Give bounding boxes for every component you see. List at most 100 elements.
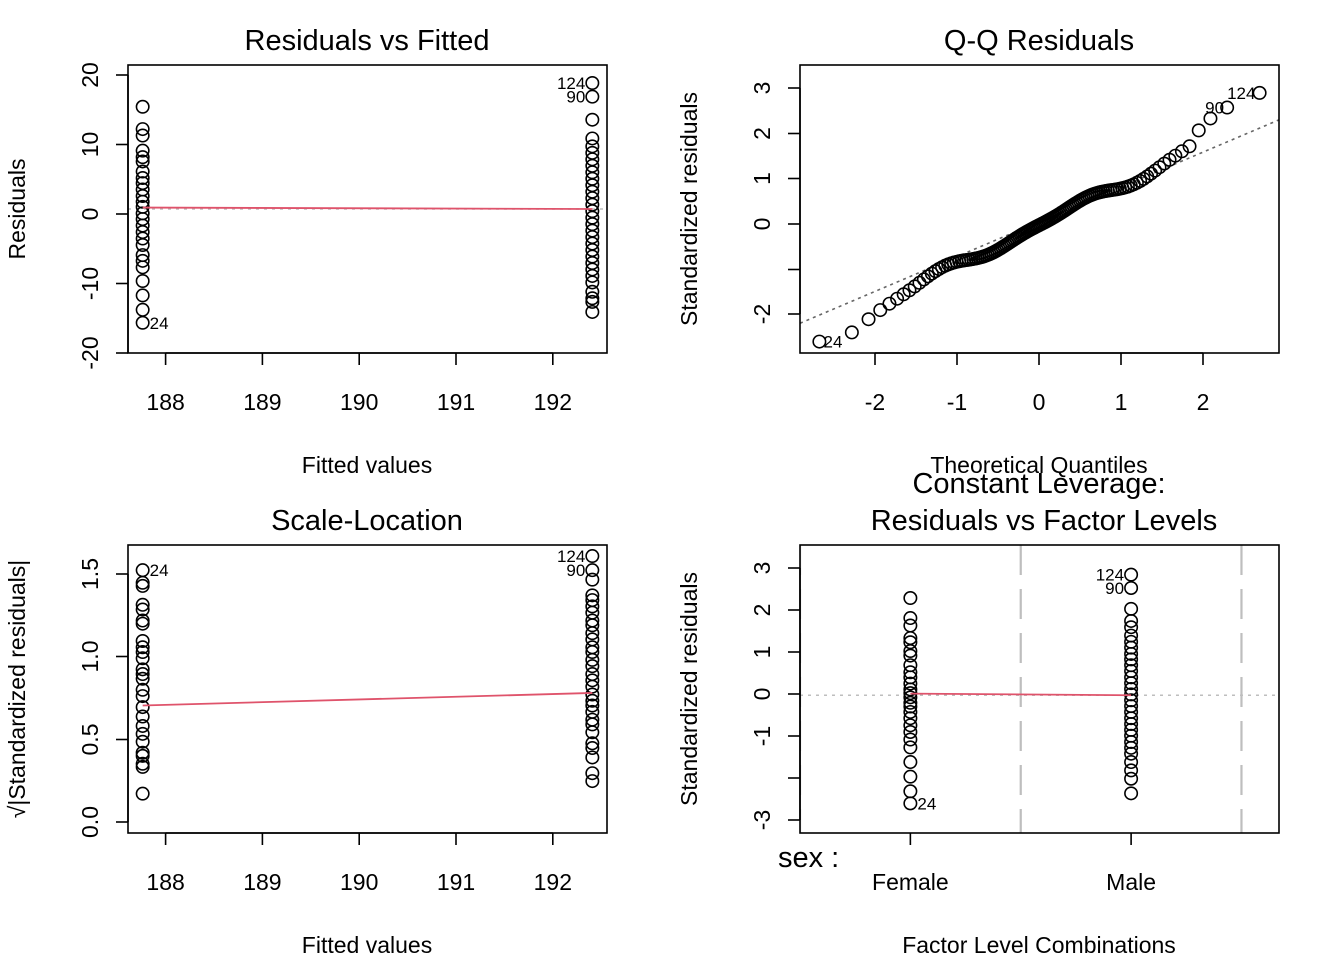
data-point [1203, 111, 1218, 126]
point-id-label: 124 [557, 74, 585, 93]
y-tick-label: -10 [77, 267, 103, 300]
y-axis-label: Standardized residuals [676, 92, 702, 326]
data-point [135, 689, 150, 704]
data-point [135, 700, 150, 715]
data-point [924, 266, 939, 281]
data-point [585, 284, 600, 299]
data-point [135, 671, 150, 686]
data-point [903, 690, 918, 705]
data-point [1174, 144, 1189, 159]
data-point [585, 741, 600, 756]
x-tick-label: 192 [534, 389, 572, 415]
data-point [1220, 100, 1235, 115]
plot-contents [800, 545, 1279, 833]
data-point [903, 784, 918, 799]
plot-frame [799, 544, 1280, 834]
data-point [585, 563, 600, 578]
x-axis-label: Factor Level Combinations [902, 932, 1176, 958]
smoother-line [142, 206, 593, 210]
data-point [585, 659, 600, 674]
x-axis-label: Theoretical Quantiles [930, 452, 1147, 478]
data-point [585, 673, 600, 688]
plot-contents [800, 85, 1279, 349]
data-point [585, 766, 600, 781]
data-point [585, 572, 600, 587]
data-point [903, 718, 918, 733]
data-point [135, 238, 150, 253]
y-tick-label: 2 [749, 127, 775, 140]
x-axis-label: Fitted values [302, 932, 432, 958]
data-point [844, 325, 859, 340]
panel-title: Constant Leverage: [912, 468, 1165, 500]
data-point [1124, 613, 1139, 628]
data-point [135, 164, 150, 179]
data-point [135, 682, 150, 697]
data-point [873, 303, 888, 318]
data-point [920, 269, 935, 284]
data-point [585, 268, 600, 283]
data-point [135, 748, 150, 763]
point-id-label: 24 [917, 794, 936, 813]
data-point [903, 658, 918, 673]
data-point [1124, 786, 1139, 801]
data-point [135, 667, 150, 682]
data-point [585, 679, 600, 694]
data-point [903, 591, 918, 606]
point-id-label: 90 [1105, 579, 1124, 598]
data-point [1124, 763, 1139, 778]
y-tick-label: -2 [749, 304, 775, 324]
data-point [585, 76, 600, 91]
data-point [903, 676, 918, 691]
data-point [903, 665, 918, 680]
data-point [1124, 746, 1139, 761]
data-point [135, 189, 150, 204]
point-id-label: 90 [566, 561, 585, 580]
data-point [135, 154, 150, 169]
data-point [135, 651, 150, 666]
x-tick-label: 189 [243, 389, 281, 415]
data-point [135, 288, 150, 303]
data-point [135, 640, 150, 655]
data-point [1148, 163, 1163, 178]
data-point [1182, 139, 1197, 154]
smoother-line [142, 692, 593, 707]
panel-subtitle: Residuals vs Factor Levels [871, 505, 1218, 537]
data-point [812, 334, 827, 349]
x-tick-label: 190 [340, 389, 378, 415]
data-point [585, 774, 600, 789]
x-tick-label: 189 [243, 869, 281, 895]
y-tick-label: 1.5 [77, 558, 103, 590]
y-tick-label: 1 [749, 172, 775, 185]
data-point [135, 231, 150, 246]
data-point [135, 602, 150, 617]
data-point [585, 717, 600, 732]
data-point [903, 611, 918, 626]
data-point [1124, 580, 1139, 595]
data-point [1191, 123, 1206, 138]
y-axis-label: √|Standardized residuals| [4, 560, 30, 819]
data-point [903, 695, 918, 710]
data-point [135, 575, 150, 590]
panel-title: Residuals vs Fitted [245, 25, 490, 57]
data-point [135, 150, 150, 165]
y-axis-label: Residuals [4, 159, 30, 260]
data-point [585, 112, 600, 127]
data-point [1124, 771, 1139, 786]
data-point [135, 633, 150, 648]
data-point [135, 260, 150, 275]
data-point [585, 687, 600, 702]
y-tick-label: 2 [749, 604, 775, 617]
data-point [135, 726, 150, 741]
point-id-label: 24 [150, 561, 169, 580]
data-point [585, 750, 600, 765]
data-point [135, 718, 150, 733]
smoother-line [910, 692, 1132, 697]
data-point [135, 786, 150, 801]
data-point [585, 599, 600, 614]
point-id-label: 24 [824, 333, 843, 352]
data-point [1124, 620, 1139, 635]
